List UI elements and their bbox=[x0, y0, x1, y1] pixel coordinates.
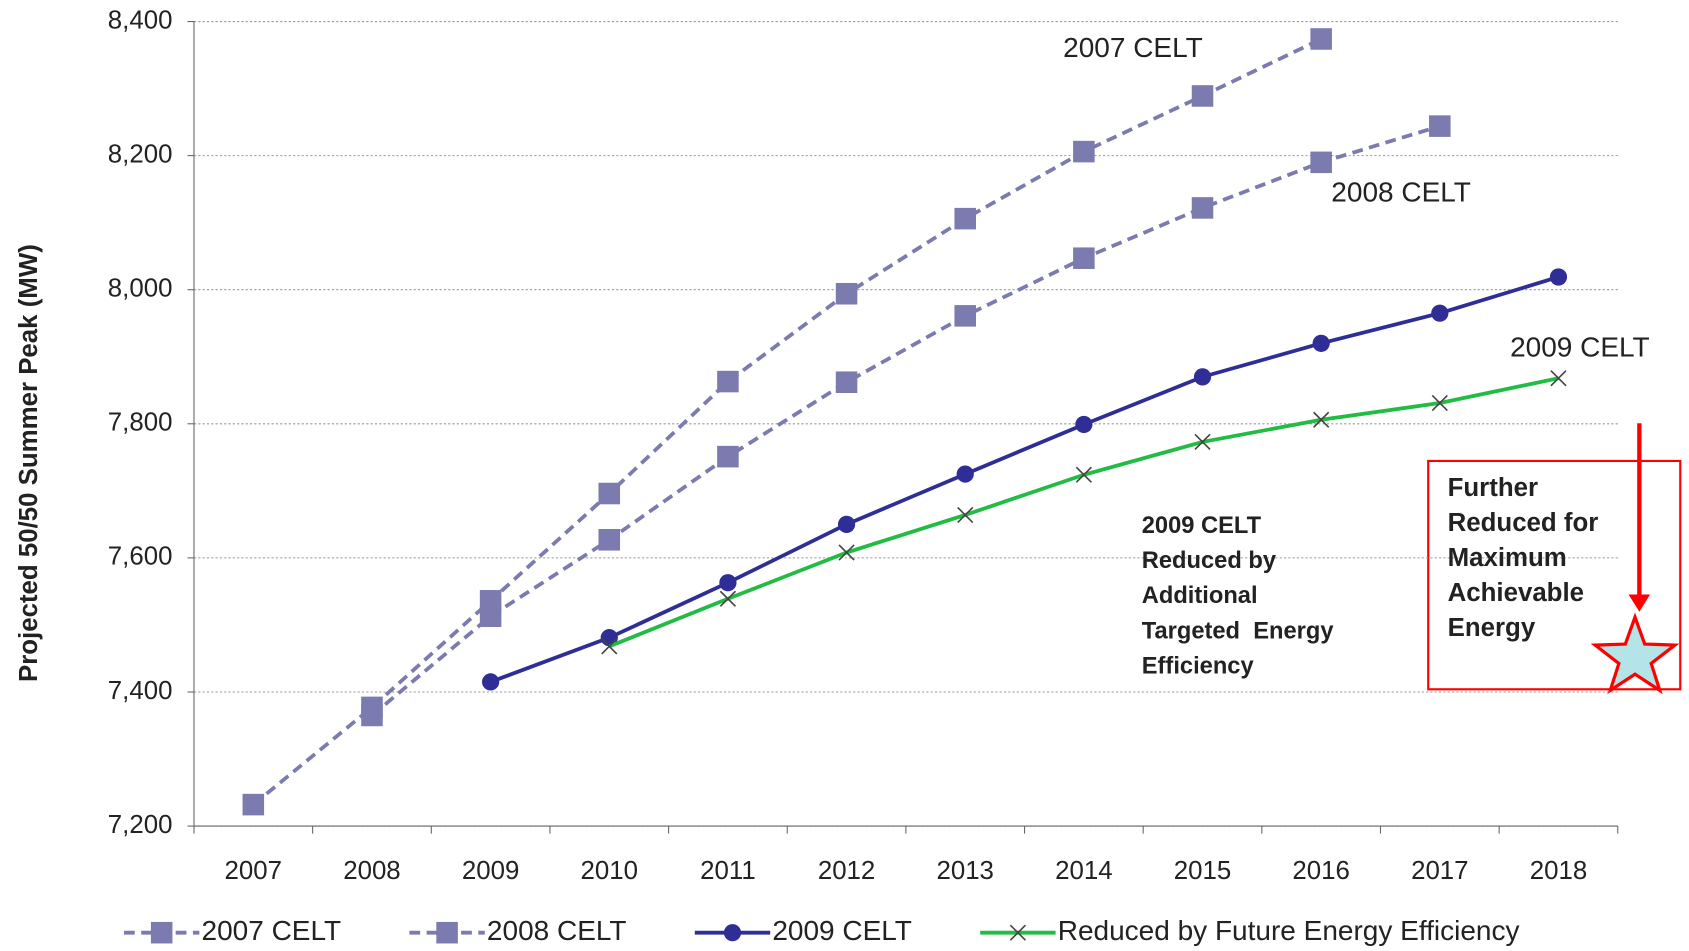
y-tick-label: 7,800 bbox=[108, 409, 173, 437]
marker bbox=[835, 371, 858, 394]
annotation: 2007 CELT bbox=[1063, 32, 1203, 63]
marker bbox=[717, 445, 739, 468]
marker bbox=[1191, 197, 1214, 219]
marker bbox=[957, 506, 974, 524]
x-tick-label: 2018 bbox=[1530, 857, 1587, 885]
y-tick-label: 8,200 bbox=[108, 140, 173, 168]
x-tick-label: 2011 bbox=[700, 857, 756, 885]
marker bbox=[1431, 394, 1448, 412]
y-tick-label: 8,400 bbox=[108, 6, 173, 34]
y-tick-label: 7,200 bbox=[108, 811, 173, 839]
marker bbox=[1073, 247, 1095, 269]
x-tick-label: 2010 bbox=[581, 857, 638, 885]
callout-box bbox=[1427, 459, 1682, 691]
series-line bbox=[370, 124, 1441, 717]
series-line bbox=[252, 37, 1322, 807]
marker bbox=[956, 465, 974, 483]
marker bbox=[1073, 140, 1095, 163]
annotation: Achievable bbox=[1448, 579, 1584, 607]
legend-label: Reduced by Future Energy Efficiency bbox=[1058, 915, 1520, 946]
marker bbox=[1431, 304, 1449, 322]
annotation: Maximum bbox=[1448, 544, 1567, 572]
marker bbox=[598, 529, 621, 551]
marker bbox=[1312, 334, 1330, 352]
marker bbox=[601, 638, 618, 655]
arrow-head bbox=[1628, 594, 1651, 612]
legend-marker bbox=[436, 921, 458, 944]
x-tick-label: 2013 bbox=[936, 857, 993, 885]
y-tick-label: 7,400 bbox=[108, 677, 173, 705]
legend-label: 2008 CELT bbox=[487, 915, 627, 946]
marker bbox=[1310, 151, 1332, 174]
x-tick-label: 2015 bbox=[1174, 857, 1231, 885]
star bbox=[1590, 612, 1680, 695]
x-tick-label: 2009 bbox=[462, 857, 519, 885]
marker bbox=[954, 305, 976, 327]
annotation: 2008 CELT bbox=[1331, 176, 1471, 207]
marker bbox=[1549, 268, 1568, 286]
legend-label: 2009 CELT bbox=[772, 915, 912, 946]
marker bbox=[1550, 370, 1567, 387]
marker bbox=[598, 482, 621, 505]
marker bbox=[1075, 415, 1093, 434]
marker bbox=[1193, 368, 1212, 386]
x-tick-label: 2016 bbox=[1292, 857, 1349, 885]
marker bbox=[954, 207, 976, 230]
annotation: Energy bbox=[1448, 614, 1536, 642]
annotation: Further bbox=[1448, 474, 1538, 502]
marker bbox=[835, 282, 858, 305]
y-tick-label: 8,000 bbox=[108, 275, 173, 303]
x-tick-label: 2007 bbox=[225, 857, 282, 885]
marker bbox=[1075, 466, 1092, 483]
annotation: Reduced for bbox=[1448, 509, 1599, 537]
annotation: Reduced by bbox=[1142, 548, 1277, 574]
x-tick-label: 2017 bbox=[1411, 857, 1468, 885]
marker bbox=[838, 544, 855, 561]
legend-label: 2007 CELT bbox=[202, 915, 342, 946]
marker bbox=[1194, 433, 1211, 451]
marker bbox=[1191, 85, 1214, 107]
marker bbox=[717, 370, 739, 393]
annotation: Additional bbox=[1142, 583, 1258, 609]
marker bbox=[1429, 115, 1451, 137]
marker bbox=[242, 793, 265, 816]
series-line bbox=[489, 275, 1560, 684]
marker bbox=[1313, 411, 1330, 428]
marker bbox=[481, 673, 500, 691]
marker bbox=[837, 515, 856, 533]
x-tick-label: 2012 bbox=[818, 857, 875, 885]
x-tick-label: 2014 bbox=[1055, 857, 1112, 885]
marker bbox=[719, 590, 737, 607]
marker bbox=[1310, 28, 1332, 50]
marker bbox=[361, 704, 383, 727]
marker bbox=[479, 605, 502, 627]
annotation: 2009 CELT bbox=[1142, 513, 1262, 539]
marker bbox=[719, 574, 737, 592]
annotation: Efficiency bbox=[1142, 653, 1255, 679]
y-axis-label: Projected 50/50 Summer Peak (MW) bbox=[15, 244, 43, 682]
y-tick-label: 7,600 bbox=[108, 543, 173, 571]
legend-marker bbox=[150, 921, 173, 944]
annotation: 2009 CELT bbox=[1510, 331, 1650, 362]
x-tick-label: 2008 bbox=[343, 857, 400, 885]
legend-marker bbox=[1009, 924, 1027, 941]
annotation: Targeted Energy bbox=[1142, 618, 1335, 644]
legend-marker bbox=[723, 924, 742, 942]
